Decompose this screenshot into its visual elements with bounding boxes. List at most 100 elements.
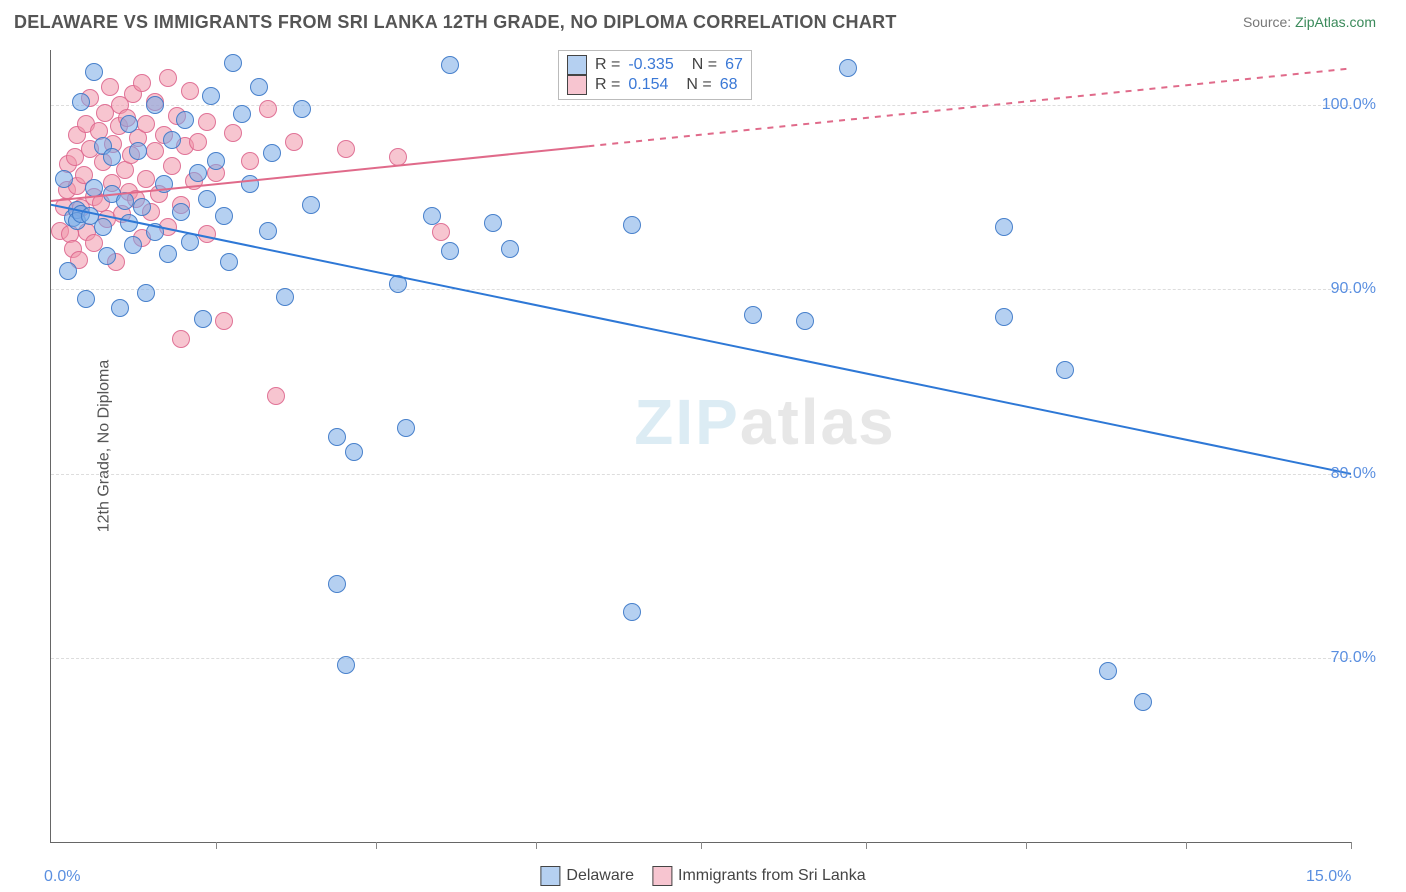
data-point bbox=[172, 203, 190, 221]
data-point bbox=[189, 133, 207, 151]
x-tick bbox=[1351, 842, 1352, 849]
data-point bbox=[176, 111, 194, 129]
data-point bbox=[101, 78, 119, 96]
data-point bbox=[441, 56, 459, 74]
stats-box: R =-0.335N =67R =0.154N =68 bbox=[558, 50, 752, 100]
data-point bbox=[111, 299, 129, 317]
y-tick-label: 90.0% bbox=[1331, 280, 1376, 298]
y-tick-label: 100.0% bbox=[1322, 96, 1376, 114]
data-point bbox=[1134, 693, 1152, 711]
data-point bbox=[276, 288, 294, 306]
grid-line bbox=[51, 658, 1351, 659]
data-point bbox=[423, 207, 441, 225]
data-point bbox=[120, 214, 138, 232]
legend-swatch bbox=[567, 75, 587, 95]
data-point bbox=[263, 144, 281, 162]
data-point bbox=[137, 284, 155, 302]
data-point bbox=[285, 133, 303, 151]
plot-area: R =-0.335N =67R =0.154N =68 bbox=[50, 50, 1351, 843]
data-point bbox=[146, 96, 164, 114]
data-point bbox=[85, 179, 103, 197]
data-point bbox=[155, 175, 173, 193]
data-point bbox=[137, 115, 155, 133]
data-point bbox=[181, 82, 199, 100]
data-point bbox=[328, 428, 346, 446]
chart-title: DELAWARE VS IMMIGRANTS FROM SRI LANKA 12… bbox=[14, 12, 897, 33]
data-point bbox=[337, 140, 355, 158]
data-point bbox=[163, 157, 181, 175]
data-point bbox=[189, 164, 207, 182]
data-point bbox=[389, 148, 407, 166]
data-point bbox=[293, 100, 311, 118]
data-point bbox=[267, 387, 285, 405]
data-point bbox=[796, 312, 814, 330]
data-point bbox=[146, 223, 164, 241]
data-point bbox=[72, 93, 90, 111]
data-point bbox=[120, 115, 138, 133]
legend: Delaware Immigrants from Sri Lanka bbox=[540, 866, 865, 886]
x-tick bbox=[216, 842, 217, 849]
data-point bbox=[623, 216, 641, 234]
data-point bbox=[198, 113, 216, 131]
data-point bbox=[302, 196, 320, 214]
data-point bbox=[159, 69, 177, 87]
x-tick bbox=[536, 842, 537, 849]
legend-swatch bbox=[540, 866, 560, 886]
x-tick bbox=[1186, 842, 1187, 849]
data-point bbox=[744, 306, 762, 324]
data-point bbox=[163, 131, 181, 149]
data-point bbox=[337, 656, 355, 674]
data-point bbox=[432, 223, 450, 241]
data-point bbox=[250, 78, 268, 96]
data-point bbox=[194, 310, 212, 328]
data-point bbox=[129, 142, 147, 160]
data-point bbox=[484, 214, 502, 232]
data-point bbox=[207, 152, 225, 170]
legend-label: Delaware bbox=[566, 867, 634, 885]
data-point bbox=[345, 443, 363, 461]
y-tick-label: 70.0% bbox=[1331, 649, 1376, 667]
grid-line bbox=[51, 289, 1351, 290]
legend-swatch bbox=[567, 55, 587, 75]
data-point bbox=[215, 207, 233, 225]
data-point bbox=[397, 419, 415, 437]
data-point bbox=[233, 105, 251, 123]
data-point bbox=[839, 59, 857, 77]
data-point bbox=[441, 242, 459, 260]
data-point bbox=[501, 240, 519, 258]
legend-swatch bbox=[652, 866, 672, 886]
x-tick-label: 15.0% bbox=[1306, 868, 1351, 886]
grid-line bbox=[51, 474, 1351, 475]
data-point bbox=[103, 148, 121, 166]
data-point bbox=[94, 218, 112, 236]
data-point bbox=[198, 190, 216, 208]
data-point bbox=[98, 247, 116, 265]
data-point bbox=[215, 312, 233, 330]
x-tick bbox=[701, 842, 702, 849]
data-point bbox=[259, 222, 277, 240]
data-point bbox=[146, 142, 164, 160]
x-tick bbox=[866, 842, 867, 849]
source-credit: Source: ZipAtlas.com bbox=[1243, 14, 1376, 30]
source-link[interactable]: ZipAtlas.com bbox=[1295, 14, 1376, 30]
data-point bbox=[241, 152, 259, 170]
data-point bbox=[55, 170, 73, 188]
data-point bbox=[198, 225, 216, 243]
data-point bbox=[389, 275, 407, 293]
data-point bbox=[85, 63, 103, 81]
data-point bbox=[220, 253, 238, 271]
x-tick bbox=[1026, 842, 1027, 849]
data-point bbox=[116, 192, 134, 210]
data-point bbox=[224, 124, 242, 142]
data-point bbox=[1056, 361, 1074, 379]
legend-label: Immigrants from Sri Lanka bbox=[678, 867, 866, 885]
data-point bbox=[241, 175, 259, 193]
x-tick bbox=[376, 842, 377, 849]
data-point bbox=[995, 308, 1013, 326]
data-point bbox=[133, 198, 151, 216]
data-point bbox=[159, 245, 177, 263]
y-tick-label: 80.0% bbox=[1331, 465, 1376, 483]
data-point bbox=[202, 87, 220, 105]
data-point bbox=[995, 218, 1013, 236]
data-point bbox=[224, 54, 242, 72]
